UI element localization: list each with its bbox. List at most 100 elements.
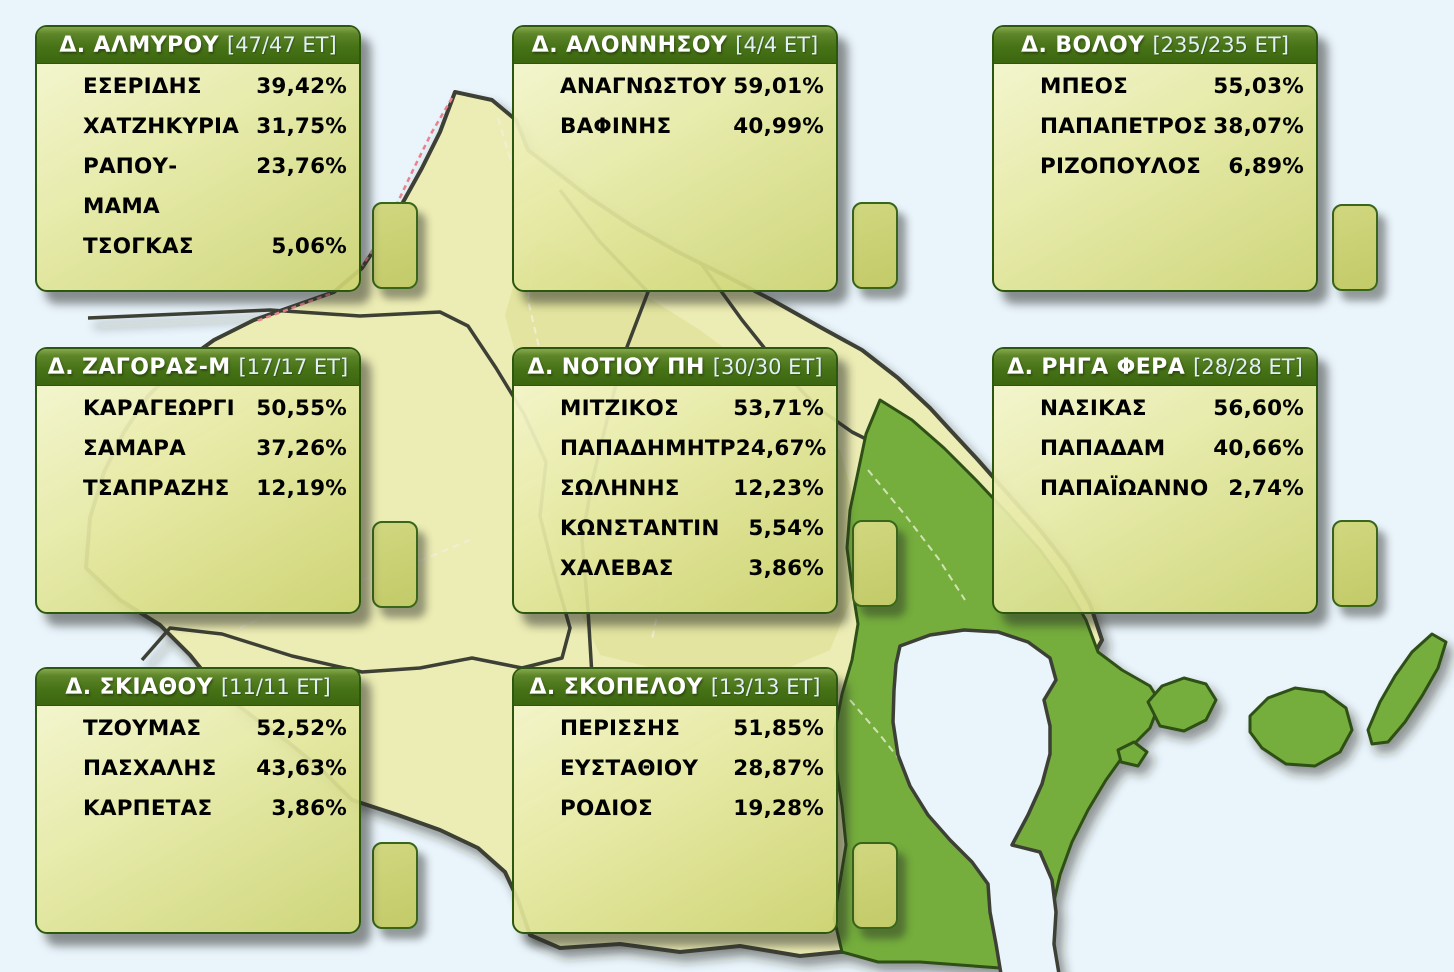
candidate-row: ΚΑΡΠΕΤΑΣ 3,86% (37, 788, 359, 828)
panel-header: Δ. ΑΛΟΝΝΗΣΟΥ [4/4 ΕΤ] (514, 27, 836, 64)
panel-side-tab[interactable] (372, 842, 418, 929)
candidate-percent: 40,99% (733, 113, 824, 139)
candidate-percent: 24,67% (735, 435, 827, 461)
panel-body: ΜΙΤΖΙΚΟΣ 53,71% ΠΑΠΑΔΗΜΗΤΡ 24,67% ΣΩΛΗΝΗ… (514, 386, 836, 588)
candidate-percent: 52,52% (256, 715, 347, 741)
candidate-name: ΝΑΣΙΚΑΣ (1040, 395, 1147, 421)
candidate-name: ΤΣΟΓΚΑΣ (83, 233, 194, 259)
candidate-row: ΠΑΠΑΔΗΜΗΤΡ 24,67% (514, 428, 836, 468)
candidate-percent: 51,85% (733, 715, 824, 741)
candidate-row: ΣΩΛΗΝΗΣ 12,23% (514, 468, 836, 508)
panel-body: ΕΣΕΡΙΔΗΣ 39,42% ΧΑΤΖΗΚΥΡΙΑ 31,75% ΡΑΠΟΥ-… (37, 64, 359, 266)
panel-title: Δ. ΑΛΟΝΝΗΣΟΥ (531, 32, 728, 58)
candidate-row: ΡΟΔΙΟΣ 19,28% (514, 788, 836, 828)
candidate-row: ΤΖΟΥΜΑΣ 52,52% (37, 708, 359, 748)
candidate-name: ΠΑΠΑΔΑΜ (1040, 435, 1166, 461)
panel-header: Δ. ΝΟΤΙΟΥ ΠΗ [30/30 ΕΤ] (514, 349, 836, 386)
candidate-name: ΠΑΣΧΑΛΗΣ (83, 755, 217, 781)
panel-side-tab[interactable] (372, 521, 418, 608)
candidate-name: ΕΣΕΡΙΔΗΣ (83, 73, 202, 99)
candidate-row: ΡΙΖΟΠΟΥΛΟΣ 6,89% (994, 146, 1316, 186)
candidate-percent: 53,71% (733, 395, 824, 421)
candidate-percent: 28,87% (733, 755, 824, 781)
candidate-row: ΚΩΝΣΤΑΝΤΙΝ 5,54% (514, 508, 836, 548)
candidate-name: ΠΑΠΑΠΕΤΡΟΣ (1040, 113, 1208, 139)
panel-status-badge: [4/4 ΕΤ] (735, 33, 819, 57)
candidate-row: ΒΑΦΙΝΗΣ 40,99% (514, 106, 836, 146)
candidate-percent: 12,19% (256, 475, 347, 501)
candidate-name: ΤΖΟΥΜΑΣ (83, 715, 202, 741)
candidate-row: ΜΑΜΑ (37, 186, 359, 226)
candidate-percent: 5,06% (271, 233, 347, 259)
candidate-name: ΜΙΤΖΙΚΟΣ (560, 395, 679, 421)
municipality-panel-almyrou: Δ. ΑΛΜΥΡΟΥ [47/47 ΕΤ] ΕΣΕΡΙΔΗΣ 39,42% ΧΑ… (35, 25, 361, 292)
panel-side-tab[interactable] (1332, 520, 1378, 607)
candidate-name: ΜΑΜΑ (83, 193, 160, 219)
candidate-row: ΜΠΕΟΣ 55,03% (994, 66, 1316, 106)
panel-side-tab[interactable] (1332, 204, 1378, 291)
candidate-percent: 50,55% (256, 395, 347, 421)
candidate-row: ΚΑΡΑΓΕΩΡΓΙ 50,55% (37, 388, 359, 428)
candidate-name: ΕΥΣΤΑΘΙΟΥ (560, 755, 699, 781)
island[interactable] (1146, 676, 1218, 733)
islet[interactable] (1116, 740, 1149, 768)
panel-side-tab[interactable] (852, 520, 898, 607)
candidate-row: ΠΑΠΑΔΑΜ 40,66% (994, 428, 1316, 468)
panel-header: Δ. ΒΟΛΟΥ [235/235 ΕΤ] (994, 27, 1316, 64)
candidate-percent: 37,26% (256, 435, 347, 461)
panel-status-badge: [11/11 ΕΤ] (220, 675, 331, 699)
candidate-name: ΠΑΠΑΪΩΑΝΝΟ (1040, 475, 1209, 501)
island[interactable] (1248, 686, 1354, 768)
candidate-name: ΧΑΤΖΗΚΥΡΙΑ (83, 113, 240, 139)
candidate-row: ΤΣΟΓΚΑΣ 5,06% (37, 226, 359, 266)
candidate-row: ΠΑΠΑΪΩΑΝΝΟ 2,74% (994, 468, 1316, 508)
panel-side-tab[interactable] (852, 202, 898, 289)
municipality-panel-zagoras: Δ. ΖΑΓΟΡΑΣ-Μ [17/17 ΕΤ] ΚΑΡΑΓΕΩΡΓΙ 50,55… (35, 347, 361, 614)
panel-title: Δ. ΡΗΓΑ ΦΕΡΑ (1007, 354, 1186, 380)
panel-title: Δ. ΝΟΤΙΟΥ ΠΗ (527, 354, 705, 380)
candidate-name: ΚΑΡΑΓΕΩΡΓΙ (83, 395, 235, 421)
candidate-name: ΚΩΝΣΤΑΝΤΙΝ (560, 515, 720, 541)
candidate-percent: 39,42% (256, 73, 347, 99)
candidate-percent: 3,86% (271, 795, 347, 821)
panel-status-badge: [30/30 ΕΤ] (712, 355, 823, 379)
municipality-panel-skopelou: Δ. ΣΚΟΠΕΛΟΥ [13/13 ΕΤ] ΠΕΡΙΣΣΗΣ 51,85% Ε… (512, 667, 838, 934)
panel-header: Δ. ΑΛΜΥΡΟΥ [47/47 ΕΤ] (37, 27, 359, 64)
candidate-row: ΤΣΑΠΡΑΖΗΣ 12,19% (37, 468, 359, 508)
candidate-row: ΝΑΣΙΚΑΣ 56,60% (994, 388, 1316, 428)
panel-title: Δ. ΣΚΟΠΕΛΟΥ (529, 674, 703, 700)
panel-side-tab[interactable] (372, 202, 418, 289)
candidate-percent: 31,75% (256, 113, 347, 139)
candidate-name: ΡΙΖΟΠΟΥΛΟΣ (1040, 153, 1202, 179)
panel-header: Δ. ΖΑΓΟΡΑΣ-Μ [17/17 ΕΤ] (37, 349, 359, 386)
gulf-water (891, 628, 1061, 972)
candidate-percent: 38,07% (1213, 113, 1304, 139)
panel-title: Δ. ΒΟΛΟΥ (1021, 32, 1145, 58)
candidate-percent: 3,86% (748, 555, 824, 581)
panel-body: ΑΝΑΓΝΩΣΤΟΥ 59,01% ΒΑΦΙΝΗΣ 40,99% (514, 64, 836, 146)
island[interactable] (1366, 632, 1448, 746)
candidate-percent: 5,54% (748, 515, 824, 541)
candidate-name: ΡΑΠΟΥ- (83, 153, 178, 179)
candidate-name: ΣΩΛΗΝΗΣ (560, 475, 680, 501)
panel-header: Δ. ΣΚΙΑΘΟΥ [11/11 ΕΤ] (37, 669, 359, 706)
panel-title: Δ. ΣΚΙΑΘΟΥ (65, 674, 213, 700)
panel-status-badge: [28/28 ΕΤ] (1193, 355, 1303, 379)
panel-status-badge: [47/47 ΕΤ] (227, 33, 337, 57)
candidate-name: ΒΑΦΙΝΗΣ (560, 113, 672, 139)
panel-body: ΝΑΣΙΚΑΣ 56,60% ΠΑΠΑΔΑΜ 40,66% ΠΑΠΑΪΩΑΝΝΟ… (994, 386, 1316, 508)
candidate-percent: 23,76% (256, 153, 347, 179)
candidate-row: ΧΑΛΕΒΑΣ 3,86% (514, 548, 836, 588)
panel-status-badge: [17/17 ΕΤ] (238, 355, 349, 379)
candidate-name: ΠΑΠΑΔΗΜΗΤΡ (560, 435, 736, 461)
candidate-name: ΤΣΑΠΡΑΖΗΣ (83, 475, 230, 501)
panel-side-tab[interactable] (852, 842, 898, 929)
candidate-percent: 6,89% (1228, 153, 1304, 179)
candidate-row: ΠΕΡΙΣΣΗΣ 51,85% (514, 708, 836, 748)
candidate-percent: 2,74% (1228, 475, 1304, 501)
candidate-percent: 40,66% (1213, 435, 1304, 461)
candidate-row: ΣΑΜΑΡΑ 37,26% (37, 428, 359, 468)
candidate-percent: 59,01% (733, 73, 824, 99)
panel-status-badge: [235/235 ΕΤ] (1152, 33, 1289, 57)
